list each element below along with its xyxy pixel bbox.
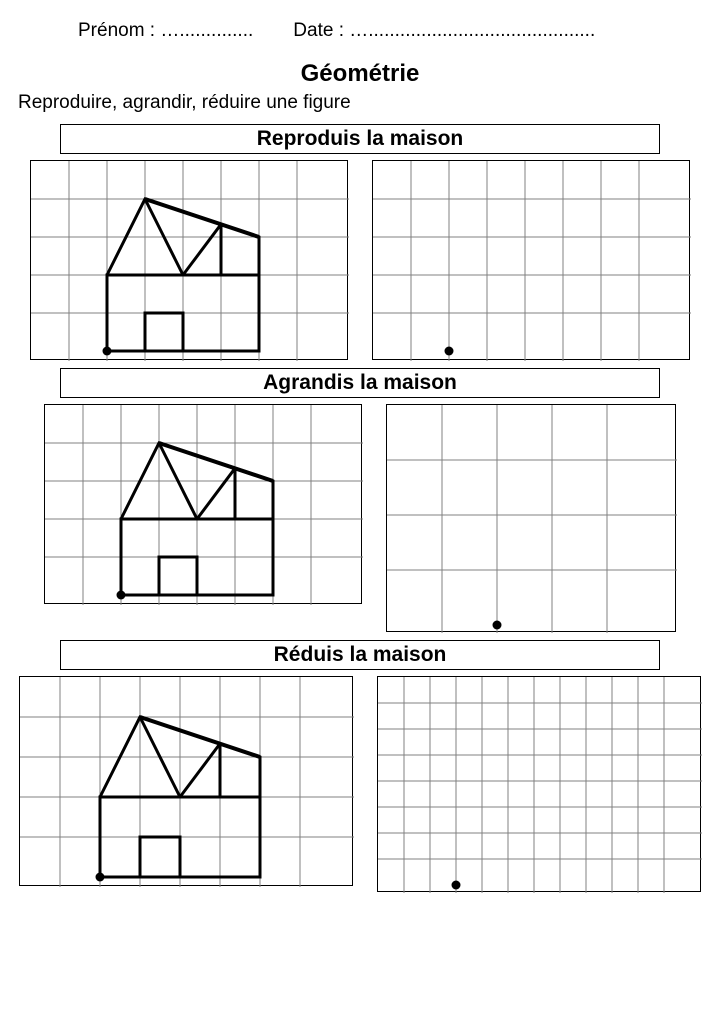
grids-row xyxy=(18,676,702,892)
answer-grid[interactable] xyxy=(377,676,701,892)
grids-row xyxy=(18,404,702,632)
example-grid xyxy=(44,404,362,604)
date-field[interactable]: Date : …................................… xyxy=(293,20,595,42)
section-title: Agrandis la maison xyxy=(60,368,660,398)
answer-grid[interactable] xyxy=(372,160,690,360)
section-title: Réduis la maison xyxy=(60,640,660,670)
section-title-wrap: Reproduis la maison xyxy=(18,124,702,154)
sections-container: Reproduis la maison Agrandis la maison Réd… xyxy=(18,124,702,892)
prenom-field[interactable]: Prénom : ….............. xyxy=(78,20,253,42)
section-title-wrap: Agrandis la maison xyxy=(18,368,702,398)
page-subtitle: Reproduire, agrandir, réduire une figure xyxy=(18,92,702,114)
grids-row xyxy=(18,160,702,360)
section-title-wrap: Réduis la maison xyxy=(18,640,702,670)
answer-grid[interactable] xyxy=(386,404,676,632)
example-grid xyxy=(19,676,353,886)
worksheet-page: Prénom : ….............. Date : ….......… xyxy=(0,0,720,910)
example-grid xyxy=(30,160,348,360)
section-title: Reproduis la maison xyxy=(60,124,660,154)
page-title: Géométrie xyxy=(18,60,702,88)
header-row: Prénom : ….............. Date : ….......… xyxy=(18,20,702,42)
